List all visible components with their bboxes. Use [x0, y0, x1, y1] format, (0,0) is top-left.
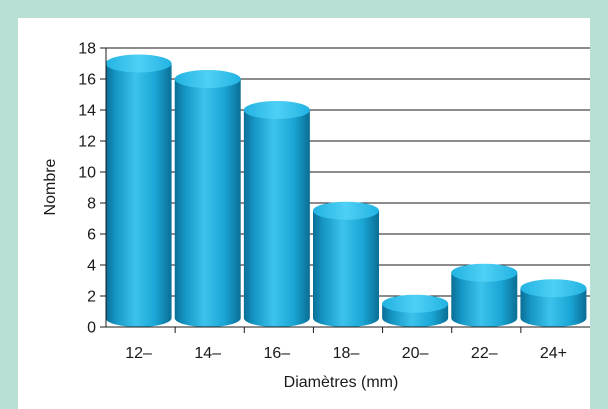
- bar-body: [313, 210, 379, 327]
- bar-top: [105, 54, 172, 73]
- bar-body: [174, 79, 241, 327]
- bar: [520, 279, 587, 327]
- bar: [105, 54, 172, 327]
- bar-body: [520, 288, 587, 327]
- x-tick-label: 18–: [333, 345, 360, 362]
- bar: [243, 101, 310, 327]
- bar-body: [451, 272, 518, 327]
- bar: [174, 70, 241, 327]
- y-tick-label: 10: [78, 165, 96, 182]
- y-tick-label: 8: [87, 196, 96, 213]
- x-tick-label: 20–: [402, 345, 429, 362]
- bar-body: [105, 63, 172, 327]
- x-tick-label: 24+: [540, 345, 567, 362]
- y-axis-title: Nombre: [42, 158, 59, 215]
- x-tick-label: 12–: [125, 345, 152, 362]
- bar: [382, 294, 449, 327]
- x-axis-title: Diamètres (mm): [284, 374, 399, 391]
- bar-top: [451, 263, 518, 282]
- bar-top: [313, 201, 379, 220]
- bar-top: [520, 279, 587, 298]
- y-tick-labels: 0 2 4 6 8 10 12 14 16 18: [78, 41, 96, 337]
- y-tick-label: 0: [87, 320, 96, 337]
- bar-top: [243, 101, 310, 119]
- y-tick-label: 16: [78, 72, 96, 89]
- y-tick-label: 6: [87, 227, 96, 244]
- bar-top: [174, 70, 241, 88]
- y-tick-label: 14: [78, 103, 96, 120]
- bar-body: [243, 110, 310, 327]
- y-tick-label: 4: [87, 258, 96, 275]
- x-tick-label: 14–: [194, 345, 221, 362]
- x-tick-label: 22–: [471, 345, 498, 362]
- bar-top: [382, 294, 449, 313]
- y-tick-label: 2: [87, 289, 96, 306]
- axes: [100, 47, 590, 333]
- bars: [105, 54, 587, 327]
- bar: [313, 201, 379, 327]
- x-tick-labels: 12– 14– 16– 18– 20– 22– 24+: [125, 345, 567, 362]
- bar: [451, 263, 518, 327]
- x-tick-label: 16–: [264, 345, 291, 362]
- y-tick-label: 12: [78, 134, 96, 151]
- y-tick-label: 18: [78, 41, 96, 58]
